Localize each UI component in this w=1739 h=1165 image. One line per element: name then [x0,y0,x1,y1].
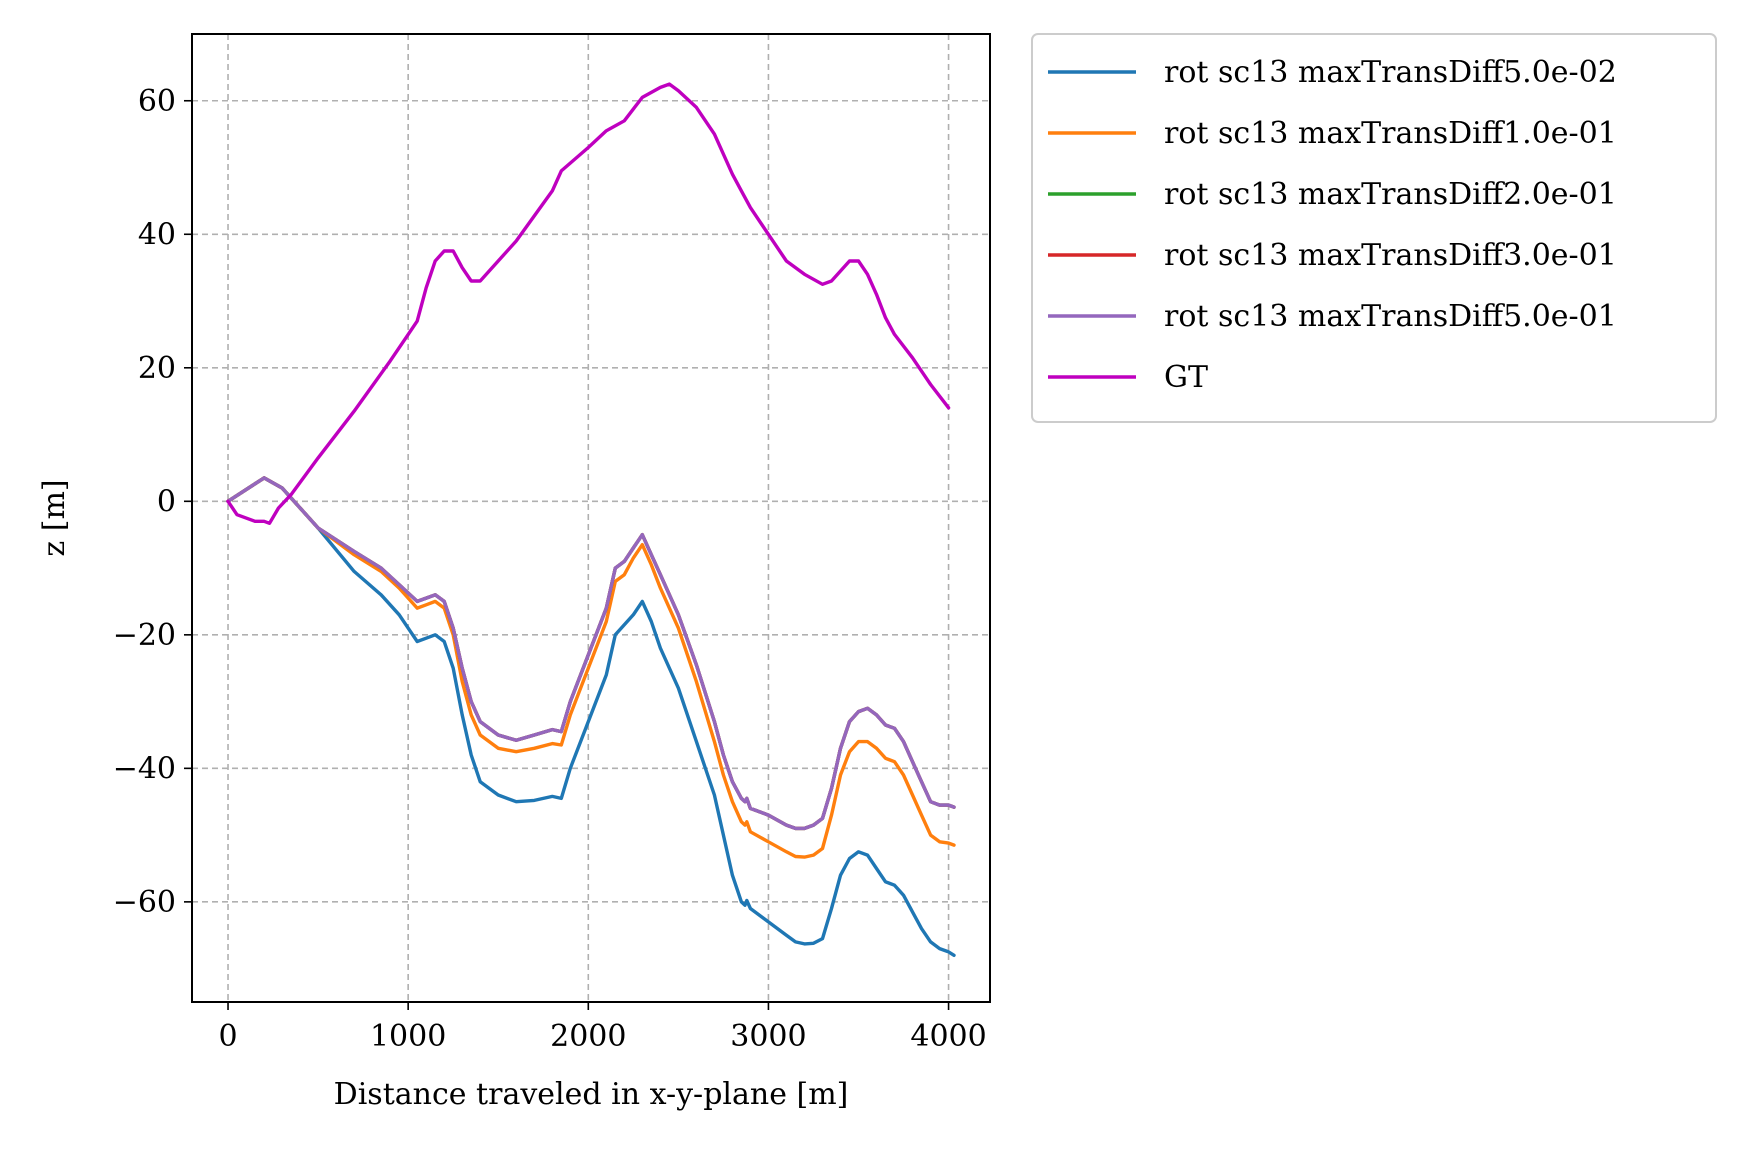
x-axis-label: Distance traveled in x-y-plane [m] [334,1077,849,1112]
x-tick-label: 2000 [550,1019,626,1054]
y-tick-label: −60 [113,885,176,920]
legend-entry: rot sc13 maxTransDiff1.0e-01 [1164,116,1617,151]
gridlines [192,34,990,1002]
series-lines [226,82,956,957]
series-line-5 [226,82,951,525]
legend-entry: GT [1164,360,1208,395]
legend-entry: rot sc13 maxTransDiff2.0e-01 [1164,177,1617,212]
x-tick-label: 4000 [910,1019,986,1054]
tick-marks: 0 1000 2000 3000 4000 60 40 20 0 −20 −40 −60 [113,84,987,1054]
series-line-1 [226,476,956,859]
legend-box [1031,33,1717,423]
legend-entry: rot sc13 maxTransDiff5.0e-02 [1164,55,1617,90]
series-line-0 [226,476,956,957]
legend-entry: rot sc13 maxTransDiff3.0e-01 [1164,238,1617,273]
series-line-4 [226,476,956,831]
y-tick-label: −20 [113,618,176,653]
series-line-3 [226,476,956,831]
legend: rot sc13 maxTransDiff5.0e-02 rot sc13 max… [1031,33,1717,423]
y-tick-label: −40 [113,751,176,786]
y-tick-label: 40 [138,217,176,252]
y-tick-label: 0 [157,484,176,519]
axes-frame [191,33,991,1003]
y-axis-label: z [m] [37,479,72,556]
legend-entry: rot sc13 maxTransDiff5.0e-01 [1164,299,1617,334]
x-tick-label: 0 [218,1019,237,1054]
y-tick-label: 60 [138,84,176,119]
x-tick-label: 1000 [370,1019,446,1054]
series-line-2 [226,476,956,831]
y-tick-label: 20 [138,351,176,386]
x-tick-label: 3000 [730,1019,806,1054]
